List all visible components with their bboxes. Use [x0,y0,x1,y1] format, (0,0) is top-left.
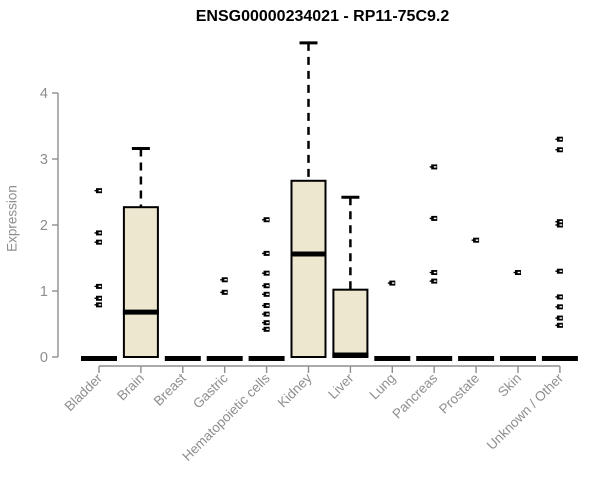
outlier-point [555,322,563,328]
x-tick-label: Lung [367,371,399,403]
boxplot-group-unknown-other [541,136,578,361]
outlier-point [262,326,270,332]
outlier-point [555,222,563,228]
x-tick-label: Skin [495,371,524,400]
boxplot-group-pancreas [416,164,453,361]
collapsed-box [81,356,117,361]
y-axis-label: Expression [4,185,20,252]
boxplot-group-breast [164,356,201,361]
x-tick-label: Breast [151,370,189,408]
boxplot-group-liver [332,195,369,358]
outlier-point [555,147,563,153]
boxplot-group-gastric [206,277,243,361]
boxplot-group-prostate [458,237,495,361]
box-body [290,179,327,358]
outlier-point [387,280,396,286]
outlier-point [555,304,563,310]
boxplot-group-lung [374,280,411,361]
outlier-point [94,302,102,308]
box-body [122,206,159,358]
outlier-point [262,320,270,326]
outlier-point [262,291,270,297]
outlier-point [262,311,270,317]
x-tick-label: Pancreas [389,370,440,421]
outlier-point [94,239,102,245]
collapsed-box [458,356,495,361]
outlier-point [220,277,228,283]
y-axis: 0 1 2 3 4 [40,86,59,366]
outlier-point [513,270,521,276]
outlier-point [555,136,563,142]
x-tick-label: Bladder [62,370,106,414]
outlier-point [555,315,563,321]
x-tick-label: Prostate [436,371,482,417]
boxplot-group-hematopoietic-cells [248,217,285,361]
outlier-point [262,250,270,256]
x-tick-label: Liver [325,370,357,402]
outlier-point [262,303,270,309]
box-body [332,288,369,358]
y-tick-label: 0 [40,350,48,366]
y-tick-label: 3 [40,152,48,168]
outlier-point [94,188,102,194]
outlier-point [94,283,102,289]
boxplot-group-kidney [290,41,327,358]
boxplot-group-bladder [81,188,117,361]
outlier-point [555,268,563,274]
outlier-point [471,237,480,243]
outlier-point [94,295,102,301]
collapsed-box [374,356,411,361]
chart-title: ENSG00000234021 - RP11-75C9.2 [195,8,450,25]
outlier-point [429,164,438,170]
outlier-point [262,217,270,223]
y-tick-label: 2 [40,218,48,234]
y-tick-label: 1 [40,284,48,300]
collapsed-box [206,356,243,361]
outlier-point [262,283,270,289]
outlier-point [429,278,438,284]
outlier-point [429,215,438,221]
y-tick-label: 4 [40,86,48,102]
collapsed-box [541,356,578,361]
outlier-point [94,230,102,236]
outlier-point [262,270,270,276]
x-tick-label: Unknown / Other [484,370,567,453]
x-tick-label: Brain [114,371,147,404]
x-tick-label: Kidney [275,370,315,410]
collapsed-box [416,356,453,361]
outlier-point [555,219,563,225]
outlier-point [220,289,228,295]
collapsed-box [500,356,536,361]
collapsed-box [248,356,285,361]
outlier-point [429,270,438,276]
boxplot-group-brain [122,146,159,358]
collapsed-box [164,356,201,361]
outlier-point [555,294,563,300]
x-tick-label: Gastric [190,370,231,411]
boxplot-group-skin [500,270,536,361]
